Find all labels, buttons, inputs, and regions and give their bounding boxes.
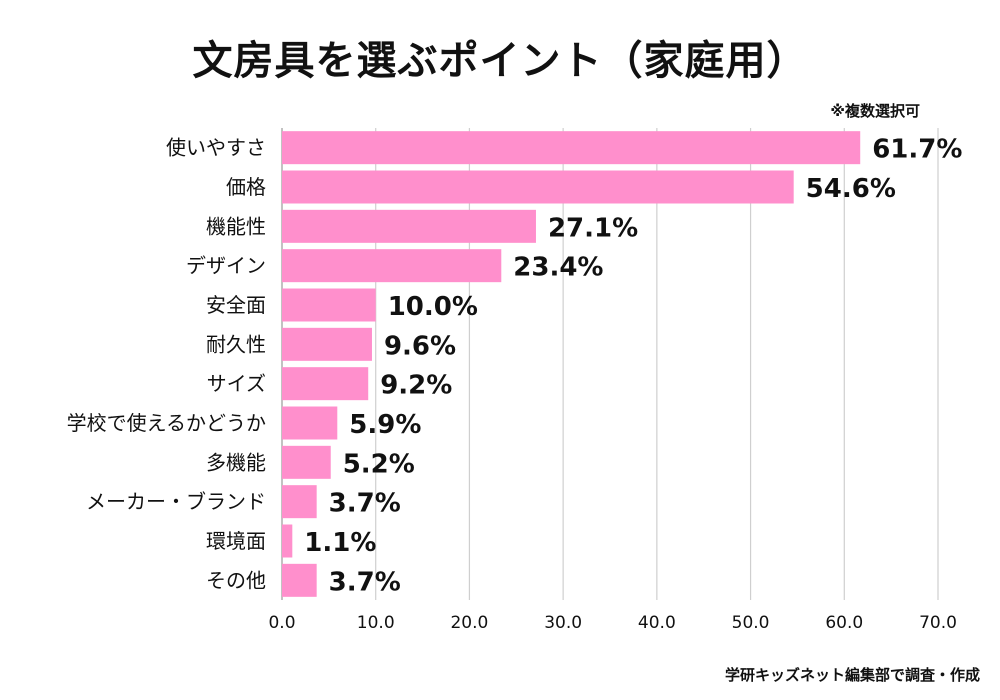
value-label: 23.4%: [513, 253, 603, 283]
value-label: 9.6%: [384, 331, 456, 361]
value-label: 61.7%: [872, 135, 962, 165]
value-label: 3.7%: [329, 567, 401, 597]
bar: [282, 170, 794, 204]
category-label: 環境面: [206, 529, 266, 553]
bar: [282, 406, 338, 440]
value-label: 10.0%: [388, 292, 478, 322]
category-label: 価格: [226, 175, 266, 199]
x-tick-label: 60.0: [825, 613, 863, 633]
value-labels: 61.7% 54.6% 27.1% 23.4% 10.0% 9.6% 9.2% 5.9% 5.2…: [304, 135, 962, 598]
category-label: その他: [206, 568, 266, 592]
x-tick-label: 10.0: [357, 613, 395, 633]
value-label: 1.1%: [304, 528, 376, 558]
bar: [282, 563, 317, 597]
bar: [282, 288, 376, 322]
bar: [282, 445, 331, 479]
x-tick-label: 30.0: [544, 613, 582, 633]
bar: [282, 367, 369, 401]
bars: [282, 131, 861, 597]
x-tick-label: 70.0: [919, 613, 957, 633]
category-label: サイズ: [207, 372, 266, 396]
category-label: 使いやすさ: [166, 136, 266, 160]
x-tick-label: 20.0: [450, 613, 488, 633]
bar: [282, 131, 861, 165]
value-label: 54.6%: [806, 174, 896, 204]
bar: [282, 327, 372, 361]
bar: [282, 249, 502, 283]
category-label: 機能性: [206, 214, 266, 238]
value-label: 5.9%: [349, 410, 421, 440]
bar: [282, 209, 536, 243]
source-credit: 学研キッズネット編集部で調査・作成: [724, 666, 980, 684]
x-tick-label: 0.0: [268, 613, 295, 633]
gridlines: [281, 128, 939, 600]
bar: [282, 524, 293, 558]
value-label: 27.1%: [548, 213, 638, 243]
category-label: メーカー・ブランド: [86, 490, 266, 514]
category-label: デザイン: [186, 254, 266, 278]
x-tick-label: 50.0: [732, 613, 770, 633]
category-label: 安全面: [206, 293, 266, 317]
chart-title: 文房具を選ぶポイント（家庭用）: [192, 38, 808, 84]
category-label: 学校で使えるかどうか: [67, 411, 266, 435]
x-tick-labels: 0.0 10.0 20.0 30.0 40.0 50.0 60.0 70.0: [268, 613, 956, 633]
value-label: 9.2%: [380, 371, 452, 401]
x-tick-label: 40.0: [638, 613, 676, 633]
category-label: 多機能: [206, 450, 266, 474]
category-labels: 使いやすさ価格機能性デザイン安全面耐久性サイズ学校で使えるかどうか多機能メーカー…: [67, 136, 266, 593]
value-label: 5.2%: [343, 449, 415, 479]
bar: [282, 485, 317, 519]
category-label: 耐久性: [206, 332, 266, 356]
multiple-choice-note: ※複数選択可: [830, 102, 920, 120]
value-label: 3.7%: [329, 489, 401, 519]
